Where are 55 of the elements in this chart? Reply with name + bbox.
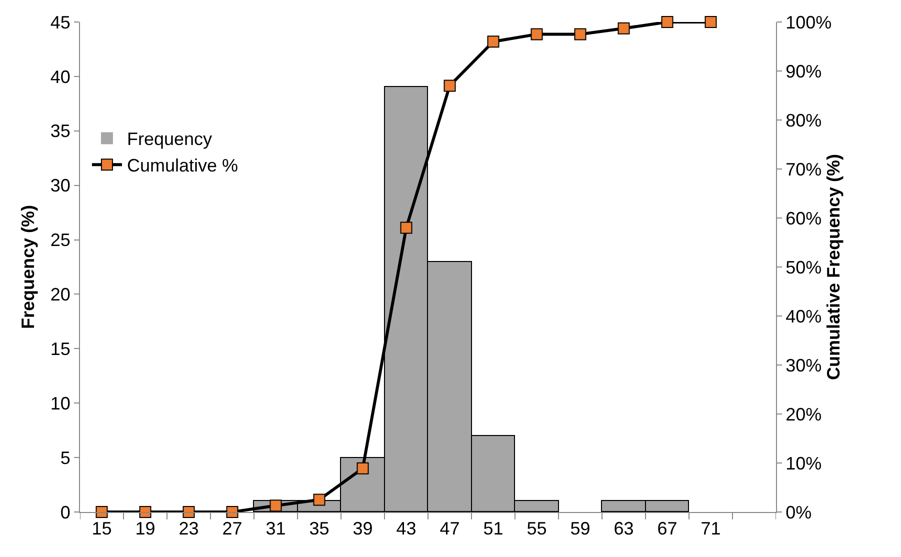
- point: [313, 494, 326, 506]
- x-tick-label: 51: [483, 518, 504, 539]
- y-axis-title: Frequency (%): [18, 204, 38, 330]
- x-tick-label: 31: [266, 518, 286, 539]
- x-tick-label: 15: [92, 518, 112, 539]
- point: [618, 22, 630, 34]
- x-tick-label: 39: [352, 518, 373, 539]
- x-tick-label: 55: [526, 518, 547, 539]
- y2-tick-label: 30%: [786, 355, 822, 376]
- x-tick-label: 35: [309, 518, 330, 539]
- y-tick-label: 0: [60, 502, 70, 522]
- point: [139, 506, 152, 518]
- point: [400, 222, 412, 234]
- x-tick-label: 63: [614, 518, 634, 539]
- y2-tick-label: 10%: [786, 453, 822, 474]
- y2-tick-label: 100%: [786, 12, 832, 32]
- y2-tick-label: 90%: [786, 61, 822, 82]
- x-tick-label: 67: [657, 518, 678, 539]
- y-tick-label: 5: [60, 448, 70, 468]
- point: [444, 80, 456, 92]
- y2-tick-label: 70%: [786, 159, 822, 180]
- legend-label: Frequency: [126, 129, 212, 150]
- point: [661, 16, 674, 28]
- legend-label: Cumulative %: [126, 156, 238, 176]
- point: [574, 28, 586, 40]
- y2-tick-label: 20%: [786, 404, 822, 424]
- x-tick-label: 23: [178, 518, 199, 539]
- point: [182, 506, 195, 518]
- x-tick-label: 59: [570, 518, 590, 539]
- point: [356, 462, 369, 474]
- y-tick-label: 30: [50, 176, 70, 196]
- y2-axis-title: Cumulative Frequency (%): [824, 154, 844, 380]
- y-tick-label: 10: [50, 393, 70, 414]
- point: [704, 16, 717, 28]
- y-tick-label: 45: [50, 12, 70, 32]
- point: [226, 506, 238, 518]
- x-tick-label: 27: [222, 518, 242, 539]
- y2-tick-label: 50%: [786, 257, 822, 278]
- point: [96, 506, 108, 518]
- x-tick-label: 47: [440, 518, 460, 539]
- y-tick-label: 15: [50, 338, 70, 359]
- point: [530, 28, 543, 40]
- y-tick-label: 25: [50, 230, 70, 250]
- y-tick-label: 40: [50, 66, 70, 87]
- y2-tick-label: 80%: [786, 110, 822, 130]
- x-tick-label: 71: [700, 518, 721, 539]
- x-tick-label: 19: [135, 518, 156, 539]
- y-tick-label: 35: [50, 121, 70, 142]
- y-tick-label: 20: [50, 284, 70, 305]
- x-tick-label: 43: [396, 518, 416, 539]
- point: [270, 500, 282, 512]
- y2-tick-label: 40%: [786, 306, 822, 326]
- y2-tick-label: 0%: [786, 502, 812, 522]
- point: [487, 36, 500, 48]
- y2-tick-label: 60%: [786, 208, 822, 228]
